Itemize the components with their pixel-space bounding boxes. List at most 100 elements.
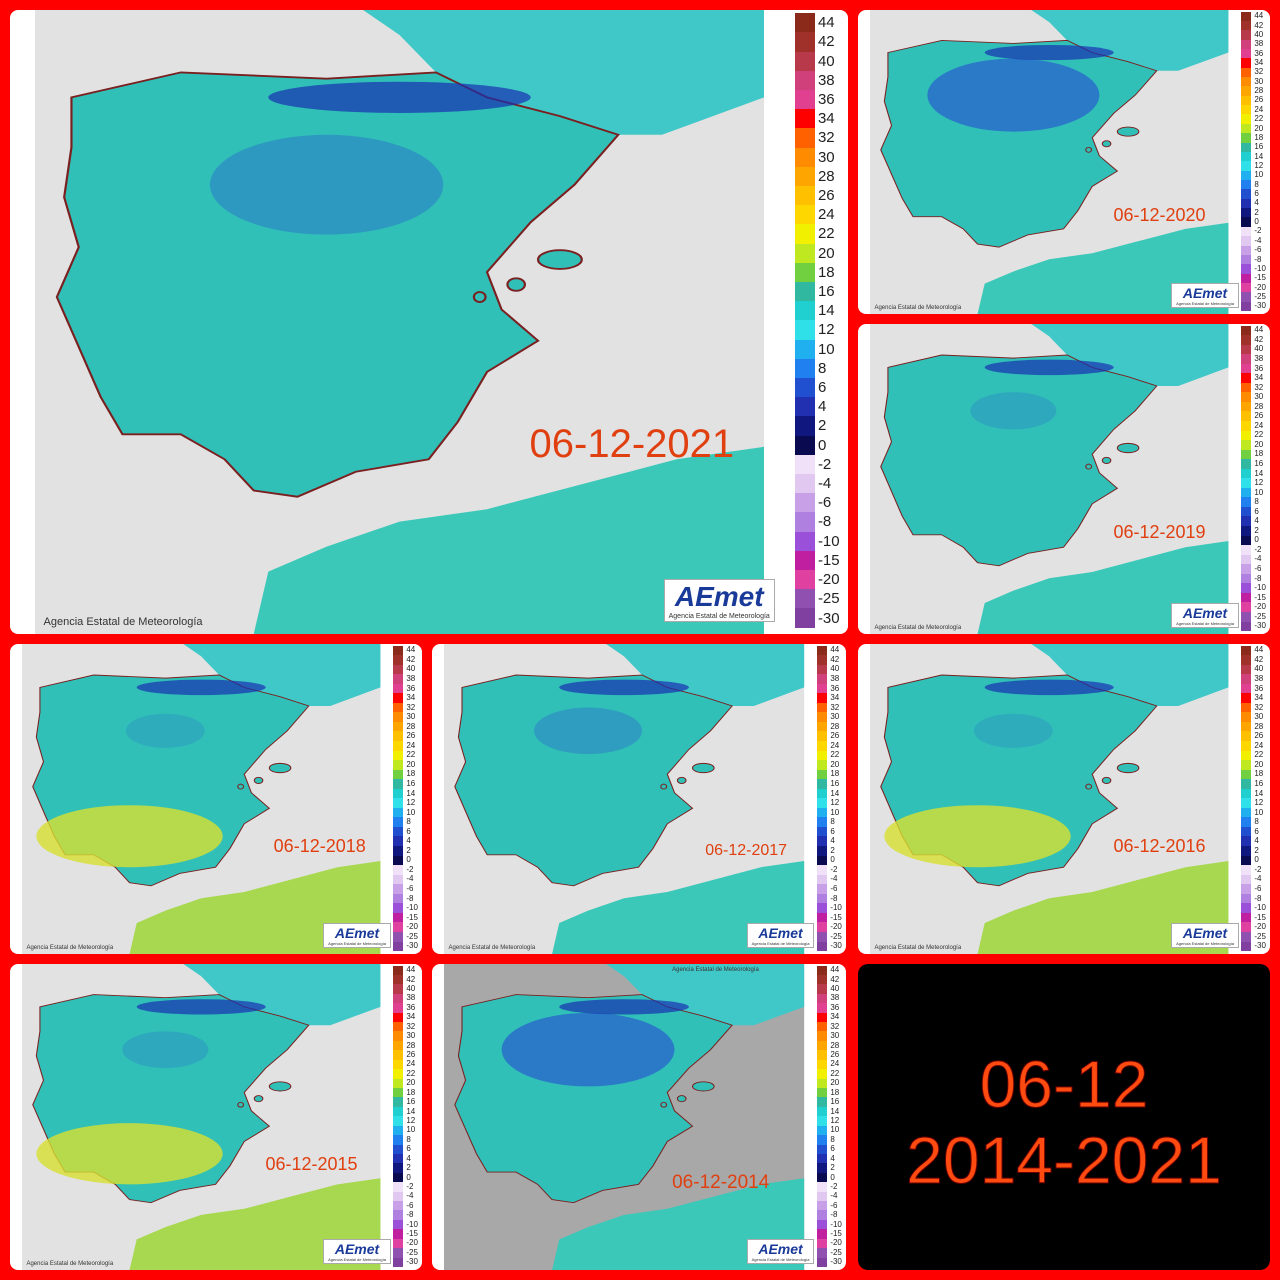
logo-subtitle: Agencia Estatal de Meteorología [1176, 300, 1234, 306]
legend-row: 28 [817, 1040, 842, 1051]
legend-row: 38 [817, 674, 842, 684]
legend-row: 22 [1241, 750, 1266, 761]
legend-swatch [817, 941, 828, 952]
legend-swatch [794, 128, 815, 148]
legend-tick: 30 [817, 148, 835, 166]
credit: Agencia Estatal de Meteorología [874, 304, 962, 311]
legend-row: 28 [817, 721, 842, 732]
logo-subtitle: Agencia Estatal de Meteorología [668, 612, 770, 620]
legend-tick: 42 [1254, 334, 1264, 344]
legend-tick: 28 [406, 1040, 416, 1050]
legend-row: -4 [1241, 554, 1266, 565]
legend-tick: 38 [406, 673, 416, 683]
legend-tick: 44 [406, 645, 416, 655]
legend-row: 2 [1241, 846, 1266, 856]
legend-row: -8 [817, 1210, 842, 1220]
island [660, 783, 668, 790]
island [269, 762, 292, 774]
legend-row: 32 [817, 1022, 842, 1032]
legend-swatch [817, 1078, 828, 1088]
legend-tick: 24 [406, 740, 416, 750]
legend-tick: 2 [1254, 207, 1259, 217]
legend-swatch [1241, 264, 1252, 274]
legend-row: -2 [1241, 545, 1266, 555]
map [35, 10, 765, 634]
legend-row: 2 [817, 846, 842, 856]
legend-swatch [393, 974, 404, 985]
credit: Agencia Estatal de Meteorología [26, 944, 114, 951]
legend-row: 36 [393, 1003, 418, 1013]
logo-subtitle: Agencia Estatal de Meteorología [328, 1256, 386, 1262]
legend-tick: 42 [817, 33, 835, 51]
logo: AEmet Agencia Estatal de Meteorología [746, 922, 815, 948]
legend-row: 42 [1241, 655, 1266, 665]
legend-swatch [393, 798, 404, 808]
legend-swatch [1241, 874, 1252, 885]
legend-row: 8 [1241, 817, 1266, 827]
legend-swatch [1241, 95, 1252, 106]
legend-swatch [817, 807, 828, 818]
legend-tick: 30 [1254, 712, 1264, 722]
legend-row: 16 [1241, 459, 1266, 469]
legend-tick: -20 [1254, 922, 1266, 932]
legend-row: 30 [1241, 392, 1266, 402]
legend-row: -30 [393, 941, 418, 952]
legend-tick: 32 [1254, 702, 1264, 712]
legend-swatch [1241, 226, 1252, 237]
legend-row: 16 [794, 281, 840, 302]
legend-tick: 8 [1254, 497, 1259, 507]
legend-swatch [1241, 48, 1252, 59]
legend-tick: 18 [830, 1087, 840, 1097]
legend-row: 36 [393, 683, 418, 694]
france [606, 644, 805, 706]
legend-row: -10 [794, 531, 840, 551]
legend-tick: -10 [1254, 583, 1266, 593]
legend-swatch [393, 931, 404, 942]
legend-swatch [1241, 855, 1252, 866]
legend-row: -10 [1241, 583, 1266, 593]
logo-name: AEmet [758, 1240, 803, 1257]
legend-tick: -10 [817, 532, 840, 550]
legend-row: -2 [393, 865, 418, 875]
legend-tick: 0 [1254, 535, 1259, 545]
legend-swatch [1241, 674, 1252, 684]
africa [977, 541, 1229, 634]
legend-row: 30 [817, 1031, 842, 1041]
legend-swatch [817, 769, 828, 780]
legend-tick: 28 [1254, 86, 1264, 96]
legend-tick: 16 [1254, 142, 1264, 152]
legend-tick: 8 [406, 1134, 411, 1144]
legend-row: -4 [794, 473, 840, 494]
legend-tick: 42 [406, 654, 416, 664]
legend-swatch [1241, 189, 1252, 199]
legend-tick: -10 [1254, 263, 1266, 273]
island [692, 762, 716, 774]
legend-tick: 14 [406, 788, 416, 798]
legend-swatch [393, 664, 404, 675]
legend-row: 8 [393, 817, 418, 827]
africa [977, 861, 1229, 954]
legend-tick: 24 [1254, 740, 1264, 750]
legend-tick: -6 [1254, 245, 1262, 255]
legend-row: 40 [393, 984, 418, 994]
legend-tick: -30 [406, 941, 418, 951]
legend-tick: -15 [830, 912, 842, 922]
legend-swatch [1241, 411, 1252, 422]
legend-swatch [817, 1144, 828, 1154]
legend-swatch [817, 884, 828, 894]
legend-swatch [1241, 836, 1252, 847]
legend-row: 44 [393, 965, 418, 975]
legend-row: 6 [1241, 189, 1266, 199]
legend-swatch [1241, 421, 1252, 431]
legend-row: 38 [1241, 39, 1266, 49]
legend-row: 22 [817, 750, 842, 761]
africa [129, 1178, 381, 1270]
legend-tick: 26 [817, 187, 835, 205]
legend-swatch [794, 473, 815, 494]
legend-row: 20 [393, 760, 418, 770]
legend-tick: 6 [830, 1144, 835, 1154]
legend-row: 30 [1241, 77, 1266, 87]
legend-swatch [794, 70, 815, 90]
cold-area [210, 134, 444, 235]
legend-row: 34 [1241, 373, 1266, 383]
